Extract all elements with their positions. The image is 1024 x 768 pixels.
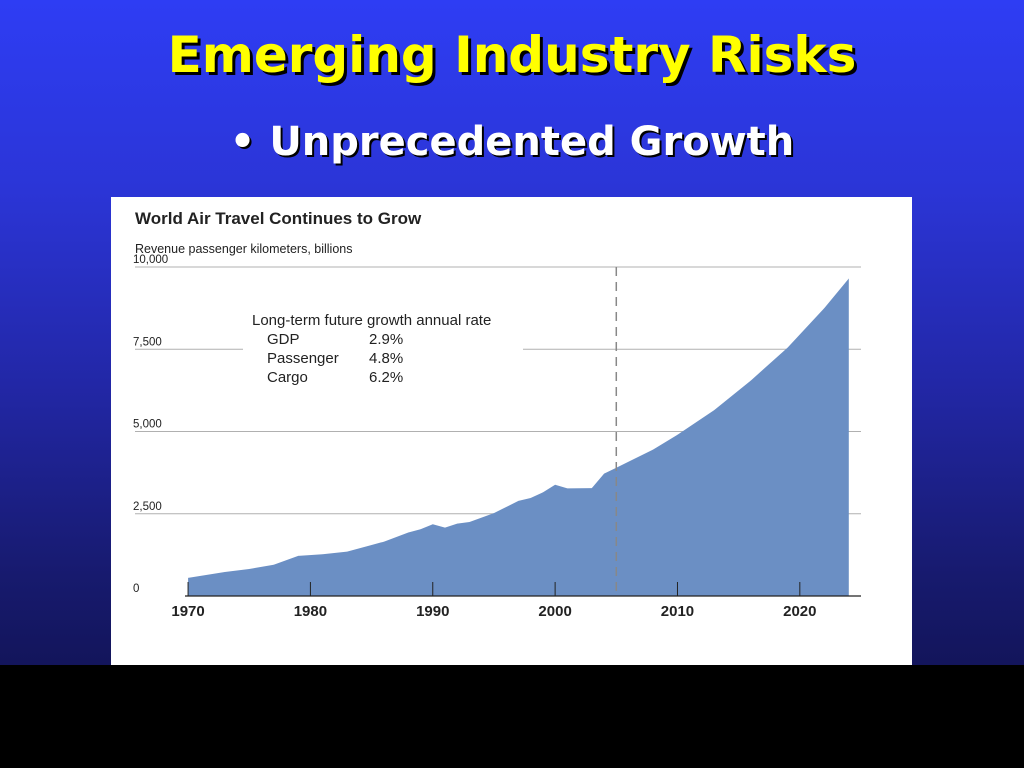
annotation-value-cargo: 6.2% (369, 369, 403, 386)
area-layer (187, 267, 849, 596)
chart-subtitle: Revenue passenger kilometers, billions (135, 242, 352, 256)
growth-rate-annotation: Long-term future growth annual rate GDP … (243, 307, 523, 393)
annotation-label-gdp: GDP (267, 331, 300, 348)
bullet-text: Unprecedented Growth (269, 119, 795, 165)
annotation-value-passenger: 4.8% (369, 350, 403, 367)
x-tick-label: 2020 (783, 603, 816, 620)
slide-title: Emerging Industry Risks (167, 26, 857, 84)
x-tick-label: 2010 (661, 603, 694, 620)
y-tick-label: 0 (133, 583, 139, 595)
x-tick-label: 1990 (416, 603, 449, 620)
bullet-dot: • (229, 119, 256, 165)
footer-band (0, 665, 1024, 768)
passenger-area (188, 278, 849, 596)
annotation-label-passenger: Passenger (267, 350, 339, 367)
annotation-value-gdp: 2.9% (369, 331, 403, 348)
y-tick-label: 7,500 (133, 336, 162, 348)
y-tick-label: 5,000 (133, 419, 162, 431)
axis-layer: 0 2,500 5,000 7,500 10,000 1970 1980 1990 2000 20… (133, 254, 861, 620)
chart-title: World Air Travel Continues to Grow (135, 209, 422, 228)
annotation-heading: Long-term future growth annual rate (252, 312, 491, 329)
x-tick-label: 2000 (538, 603, 571, 620)
x-tick-label: 1970 (171, 603, 204, 620)
annotation-label-cargo: Cargo (267, 369, 308, 386)
x-tick-label: 1980 (294, 603, 327, 620)
annotation-backdrop (243, 307, 523, 393)
y-tick-label: 10,000 (133, 254, 168, 266)
y-tick-label: 2,500 (133, 501, 162, 513)
area-chart: World Air Travel Continues to Grow Reven… (133, 209, 861, 620)
slide-bullet: • Unprecedented Growth (0, 119, 1024, 165)
chart-panel: World Air Travel Continues to Grow Reven… (111, 197, 912, 665)
